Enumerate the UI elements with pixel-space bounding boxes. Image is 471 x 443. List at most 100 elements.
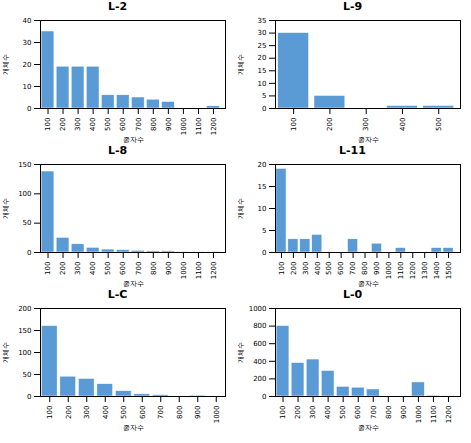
svg-text:200: 200 — [294, 406, 302, 419]
svg-text:개체수: 개체수 — [2, 54, 10, 75]
svg-text:300: 300 — [74, 262, 82, 275]
svg-text:1000: 1000 — [385, 262, 393, 280]
svg-text:500: 500 — [339, 406, 347, 419]
svg-text:500: 500 — [120, 406, 128, 419]
svg-text:5: 5 — [262, 227, 266, 235]
svg-text:700: 700 — [370, 406, 378, 419]
svg-text:종자수: 종자수 — [123, 424, 144, 432]
svg-text:200: 200 — [64, 406, 72, 419]
svg-text:600: 600 — [119, 262, 127, 275]
svg-text:500: 500 — [435, 118, 443, 131]
svg-text:200: 200 — [253, 375, 266, 383]
svg-text:1200: 1200 — [445, 406, 453, 424]
svg-text:1100: 1100 — [430, 406, 438, 424]
svg-text:100: 100 — [18, 349, 31, 357]
svg-text:700: 700 — [135, 262, 143, 275]
svg-text:0: 0 — [262, 393, 266, 401]
svg-text:400: 400 — [399, 118, 407, 131]
svg-text:1500: 1500 — [445, 262, 453, 280]
svg-text:1200: 1200 — [409, 262, 417, 280]
svg-text:400: 400 — [314, 262, 322, 275]
svg-text:35: 35 — [258, 17, 267, 25]
svg-text:100: 100 — [46, 406, 54, 419]
svg-text:500: 500 — [325, 262, 333, 275]
svg-text:40: 40 — [23, 17, 32, 25]
svg-text:700: 700 — [157, 406, 165, 419]
svg-text:300: 300 — [309, 406, 317, 419]
svg-text:600: 600 — [337, 262, 345, 275]
svg-text:종자수: 종자수 — [358, 136, 379, 144]
svg-text:300: 300 — [83, 406, 91, 419]
svg-text:1100: 1100 — [397, 262, 405, 280]
svg-text:100: 100 — [44, 118, 52, 131]
svg-text:300: 300 — [74, 118, 82, 131]
svg-text:종자수: 종자수 — [358, 280, 379, 288]
svg-text:50: 50 — [23, 219, 32, 227]
svg-text:800: 800 — [253, 322, 266, 330]
svg-text:0: 0 — [27, 249, 31, 257]
svg-text:30: 30 — [23, 39, 32, 47]
svg-text:10: 10 — [258, 205, 267, 213]
svg-text:1100: 1100 — [195, 118, 203, 136]
svg-text:800: 800 — [150, 262, 158, 275]
svg-text:10: 10 — [23, 83, 32, 91]
svg-text:20: 20 — [23, 61, 32, 69]
svg-text:100: 100 — [290, 118, 298, 131]
svg-text:200: 200 — [59, 262, 67, 275]
svg-text:400: 400 — [253, 358, 266, 366]
svg-text:800: 800 — [385, 406, 393, 419]
svg-text:100: 100 — [278, 262, 286, 275]
svg-text:0: 0 — [27, 393, 31, 401]
svg-text:700: 700 — [135, 118, 143, 131]
svg-text:개체수: 개체수 — [2, 342, 10, 363]
svg-text:100: 100 — [44, 262, 52, 275]
svg-text:종자수: 종자수 — [123, 136, 144, 144]
svg-text:900: 900 — [194, 406, 202, 419]
svg-text:개체수: 개체수 — [237, 54, 245, 75]
svg-text:20: 20 — [258, 161, 267, 169]
svg-text:1000: 1000 — [212, 406, 220, 424]
svg-text:900: 900 — [165, 262, 173, 275]
svg-text:200: 200 — [59, 118, 67, 131]
svg-text:1200: 1200 — [210, 262, 218, 280]
svg-text:600: 600 — [138, 406, 146, 419]
svg-text:200: 200 — [18, 305, 31, 313]
svg-text:개체수: 개체수 — [237, 342, 245, 363]
svg-text:400: 400 — [89, 262, 97, 275]
svg-text:1000: 1000 — [180, 262, 188, 280]
svg-text:600: 600 — [253, 340, 266, 348]
svg-text:400: 400 — [101, 406, 109, 419]
svg-text:30: 30 — [258, 29, 267, 37]
svg-text:400: 400 — [89, 118, 97, 131]
svg-text:50: 50 — [23, 371, 32, 379]
svg-text:1400: 1400 — [433, 262, 441, 280]
svg-text:0: 0 — [262, 105, 266, 113]
svg-text:300: 300 — [362, 118, 370, 131]
svg-text:600: 600 — [119, 118, 127, 131]
svg-text:10: 10 — [258, 80, 267, 88]
svg-text:800: 800 — [150, 118, 158, 131]
svg-text:1100: 1100 — [195, 262, 203, 280]
svg-text:200: 200 — [290, 262, 298, 275]
svg-text:100: 100 — [18, 190, 31, 198]
svg-text:1000: 1000 — [180, 118, 188, 136]
svg-text:150: 150 — [18, 327, 31, 335]
svg-text:5: 5 — [262, 92, 266, 100]
svg-text:종자수: 종자수 — [358, 424, 379, 432]
svg-text:100: 100 — [279, 406, 287, 419]
svg-text:0: 0 — [262, 249, 266, 257]
svg-text:900: 900 — [400, 406, 408, 419]
svg-text:500: 500 — [104, 262, 112, 275]
svg-text:15: 15 — [258, 67, 267, 75]
svg-text:500: 500 — [104, 118, 112, 131]
svg-text:1200: 1200 — [210, 118, 218, 136]
svg-text:종자수: 종자수 — [123, 280, 144, 288]
svg-text:700: 700 — [349, 262, 357, 275]
svg-text:20: 20 — [258, 54, 267, 62]
svg-text:800: 800 — [361, 262, 369, 275]
svg-text:15: 15 — [258, 183, 267, 191]
svg-text:1000: 1000 — [415, 406, 423, 424]
svg-text:1300: 1300 — [421, 262, 429, 280]
svg-text:900: 900 — [165, 118, 173, 131]
svg-text:300: 300 — [302, 262, 310, 275]
